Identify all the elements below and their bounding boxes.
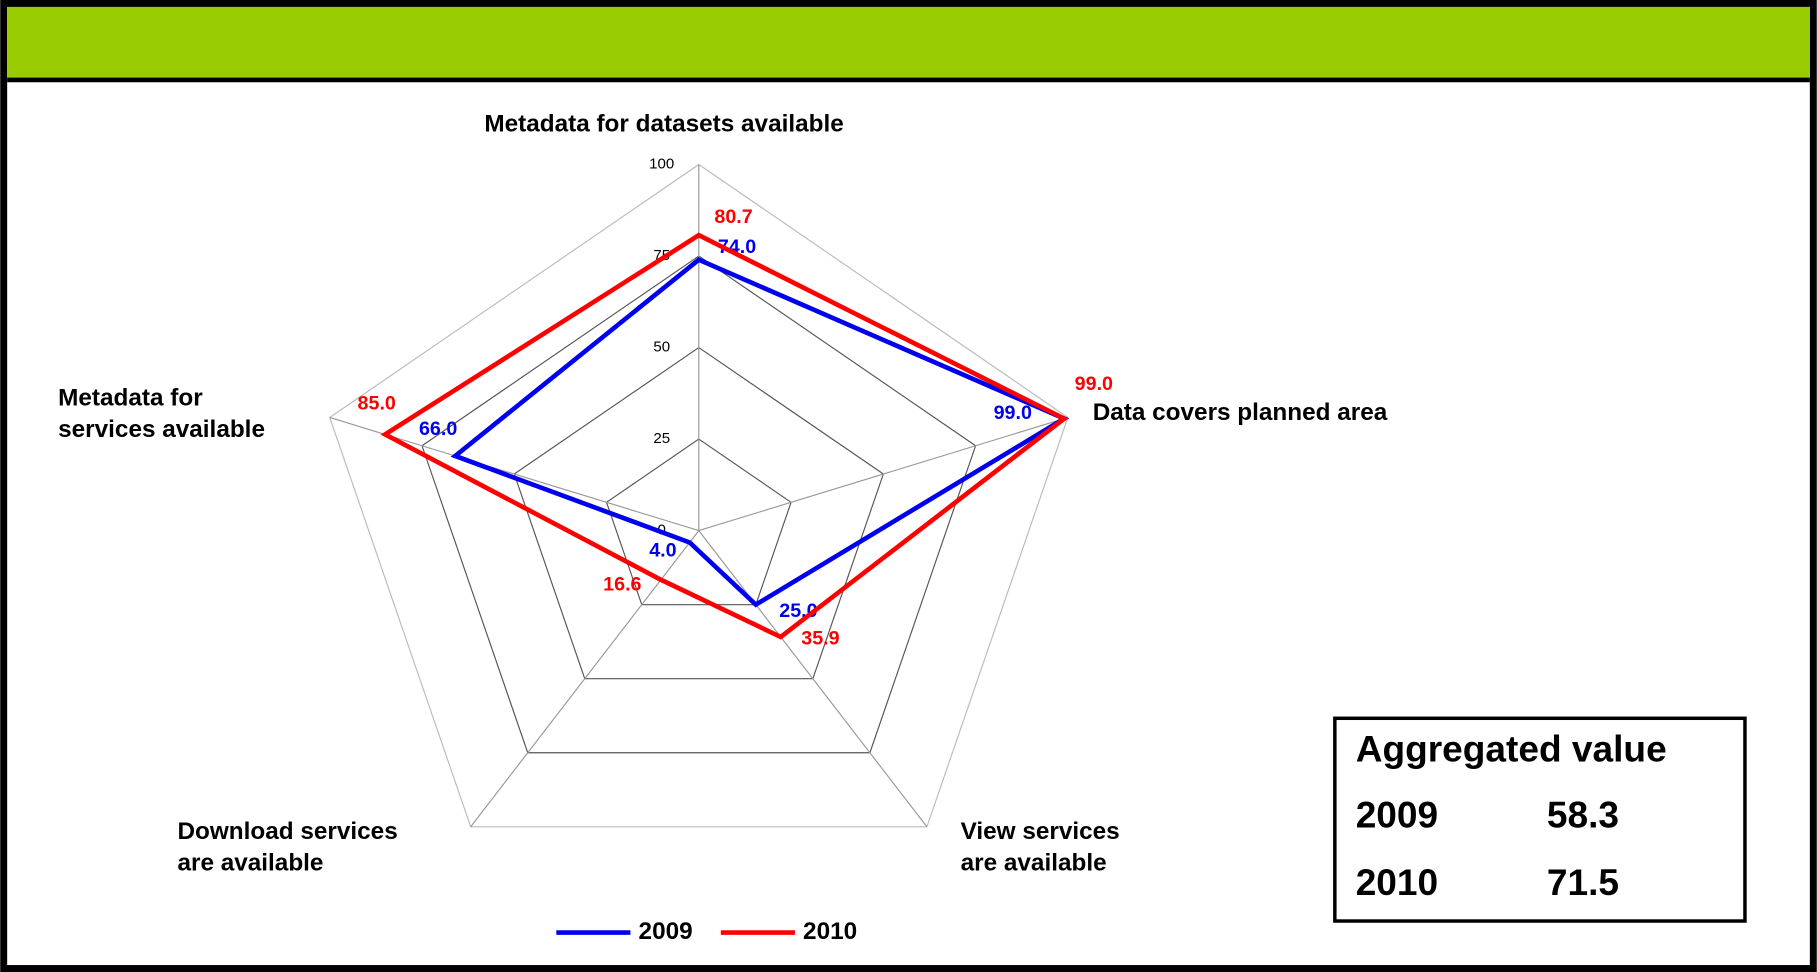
aggregate-year: 2009 <box>1356 794 1438 836</box>
aggregate-box <box>1333 716 1747 923</box>
r-tick-label: 25 <box>653 430 670 447</box>
data-label: 99.0 <box>994 402 1032 424</box>
data-label: 66.0 <box>419 418 457 440</box>
data-label: 74.0 <box>718 236 756 258</box>
series-line <box>380 232 1069 640</box>
aggregate-year: 2010 <box>1356 861 1438 903</box>
data-label: 85.0 <box>358 393 396 415</box>
category-label: View services are available <box>961 818 1120 876</box>
grid-ring <box>513 346 885 680</box>
data-label: 99.0 <box>1075 373 1113 395</box>
data-label: 16.6 <box>603 573 641 595</box>
grid-ring <box>329 163 1069 828</box>
spoke <box>698 416 1069 532</box>
data-label: 80.7 <box>714 206 752 228</box>
category-label: Metadata for datasets available <box>484 111 843 138</box>
data-label: 4.0 <box>649 540 676 562</box>
category-label: Data covers planned area <box>1093 399 1388 426</box>
r-tick-label: 50 <box>653 339 670 356</box>
aggregate-title: Aggregated value <box>1356 728 1667 770</box>
category-label: Download services are available <box>177 818 397 876</box>
series-line <box>450 257 1070 608</box>
data-label: 35.9 <box>801 628 839 650</box>
category-label: Metadata for services available <box>58 385 265 443</box>
aggregate-value: 58.3 <box>1547 794 1619 836</box>
aggregate-value: 71.5 <box>1547 861 1619 903</box>
legend-label: 2009 <box>639 918 693 945</box>
header-bar <box>7 6 1810 80</box>
grid-ring <box>605 438 792 606</box>
spoke <box>698 530 928 828</box>
legend-label: 2010 <box>803 918 857 945</box>
r-tick-label: 100 <box>649 155 674 172</box>
grid-ring <box>421 255 977 754</box>
